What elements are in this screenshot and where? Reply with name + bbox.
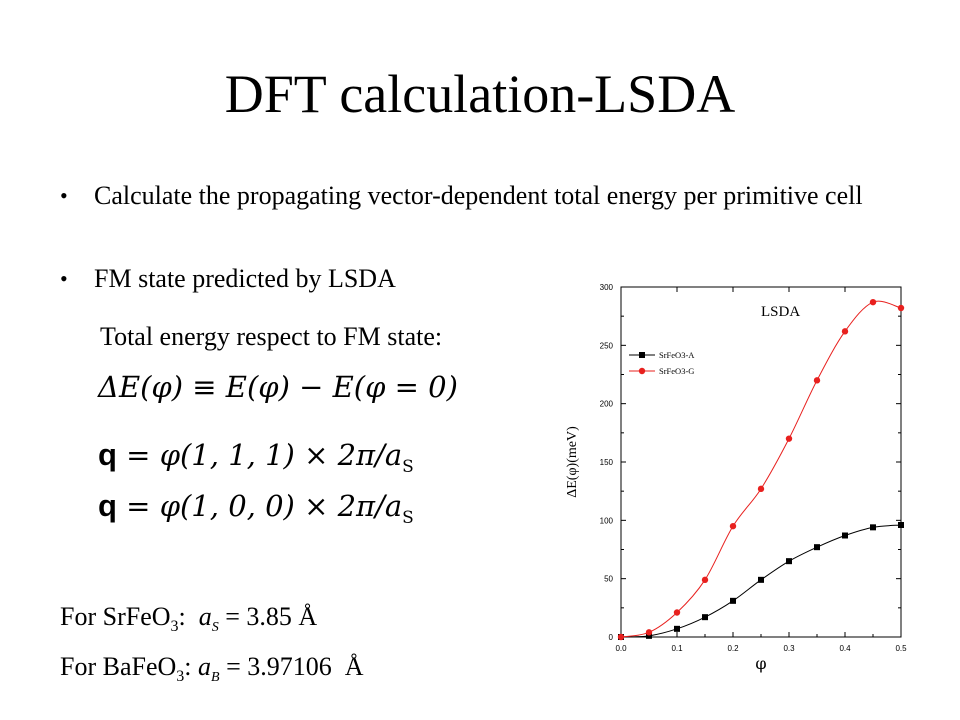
equation-expr: φ(1, 1, 1) × 2π/a [159, 438, 403, 472]
equation-expr: φ(1, 0, 0) × 2π/a [159, 489, 403, 523]
legend-marker-SrFeO3-G [638, 367, 646, 375]
lattice-value: = 3.85 [225, 602, 292, 631]
x-axis-label: φ [755, 654, 766, 673]
x-tick-label: 0.1 [671, 644, 683, 653]
data-point-SrFeO3-G [897, 304, 905, 312]
equation-q: q [98, 437, 117, 472]
data-point-SrFeO3-A [730, 597, 736, 604]
equation-q-111: q = φ(1, 1, 1) × 2π/aS [98, 437, 414, 477]
bullet-text: FM state predicted by LSDA [94, 264, 396, 293]
lattice-symbol-sub: S [211, 620, 219, 636]
y-tick-label: 100 [600, 516, 614, 525]
data-point-SrFeO3-A [842, 532, 848, 539]
lattice-constant: aS = 3.85 Å [192, 602, 318, 635]
x-tick-label: 0.5 [895, 644, 907, 653]
compound-colon: : [178, 602, 186, 631]
data-point-SrFeO3-G [869, 298, 877, 306]
compound-colon: : [184, 652, 192, 681]
data-point-SrFeO3-G [701, 576, 709, 584]
total-energy-caption: Total energy respect to FM state: [100, 322, 443, 351]
lattice-value: = 3.97106 [226, 652, 332, 681]
x-tick-label: 0.0 [615, 644, 627, 653]
data-point-SrFeO3-G [757, 485, 765, 493]
chart-title: LSDA [761, 304, 800, 320]
x-tick-label: 0.4 [839, 644, 851, 653]
x-tick-label: 0.2 [727, 644, 739, 653]
x-tick-label: 0.3 [783, 644, 795, 653]
lattice-symbol: a [198, 652, 212, 681]
y-tick-label: 250 [600, 341, 614, 350]
y-axis-label: ΔE(φ)(meV) [565, 426, 580, 498]
compound-sub: 3 [176, 668, 185, 686]
equation-rhs: E(φ) − E(φ = 0) [225, 370, 458, 404]
y-tick-label: 50 [604, 575, 613, 584]
legend-label-SrFeO3-A: SrFeO3-A [659, 350, 695, 360]
data-point-SrFeO3-G [729, 522, 737, 530]
legend-label-SrFeO3-G: SrFeO3-G [659, 366, 694, 376]
data-point-SrFeO3-G [617, 633, 625, 641]
srfeo3-lattice-line: For SrFeO3: aS = 3.85 Å [60, 602, 317, 636]
data-point-SrFeO3-A [898, 522, 904, 528]
data-point-SrFeO3-G [785, 435, 793, 442]
y-tick-label: 0 [609, 633, 614, 642]
y-tick-label: 300 [600, 283, 614, 292]
lattice-unit: Å [344, 652, 364, 681]
data-point-SrFeO3-A [786, 558, 792, 565]
bullet-dot-icon: • [60, 183, 68, 208]
y-tick-label: 150 [600, 458, 614, 467]
slide-title: DFT calculation-LSDA [224, 64, 736, 124]
equation-sub: S [402, 456, 414, 477]
equation-eq: = [126, 489, 151, 523]
data-point-SrFeO3-G [673, 609, 681, 616]
equation-q-100: q = φ(1, 0, 0) × 2π/aS [98, 488, 414, 528]
compound-sub: 3 [170, 618, 179, 636]
energy-vs-phi-chart: 0.0 0.1 0.2 0.3 0.4 0.5 0 50 100 150 200 250 300 φ ΔE(… [565, 283, 907, 673]
bullet-text: Calculate the propagating vector-depende… [94, 181, 863, 210]
lattice-symbol: a [198, 602, 212, 631]
data-point-SrFeO3-A [646, 632, 652, 639]
equation-eq: = [126, 438, 151, 472]
lattice-symbol-sub: B [211, 670, 220, 686]
data-point-SrFeO3-A [870, 524, 876, 531]
y-tick-label: 200 [600, 400, 614, 409]
bafeo3-lattice-line: For BaFeO3: aB = 3.97106 Å [60, 652, 364, 686]
data-point-SrFeO3-G [841, 328, 849, 335]
data-point-SrFeO3-A [814, 544, 820, 551]
bullet-dot-icon: • [60, 266, 68, 291]
compound-label: For BaFeO [60, 652, 177, 681]
data-point-SrFeO3-A [674, 625, 680, 632]
data-point-SrFeO3-A [702, 614, 708, 621]
equation-sub: S [402, 507, 414, 528]
plot-frame [620, 286, 902, 638]
lattice-constant: aB = 3.97106 Å [198, 652, 364, 685]
equation-lhs: ΔE(φ) [98, 370, 184, 404]
data-point-SrFeO3-G [813, 377, 821, 384]
data-point-SrFeO3-G [645, 629, 653, 636]
legend-marker-SrFeO3-A [639, 352, 645, 358]
data-point-SrFeO3-A [758, 576, 764, 583]
equation-q: q [98, 488, 117, 523]
equation-delta-e: ΔE(φ) ≡ E(φ) − E(φ = 0) [98, 370, 458, 404]
equation-op: ≡ [192, 370, 217, 404]
compound-label: For SrFeO [60, 602, 171, 631]
lattice-unit: Å [298, 602, 318, 631]
